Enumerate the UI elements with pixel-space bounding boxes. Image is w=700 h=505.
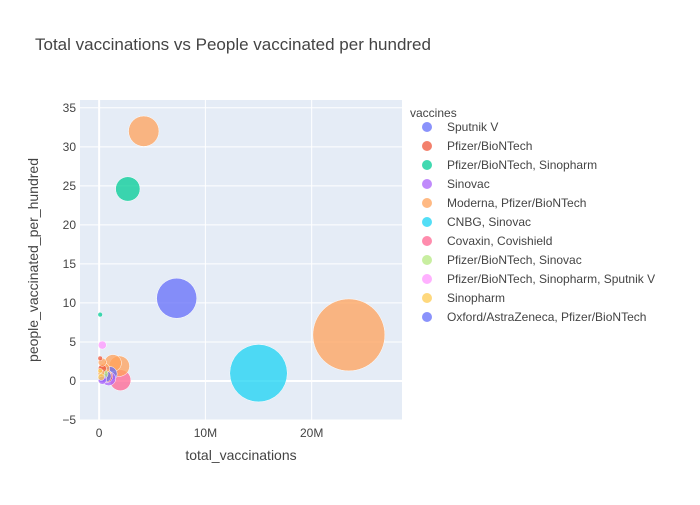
legend-marker xyxy=(422,160,432,170)
x-axis-ticks: 0 10M 20M xyxy=(96,426,324,440)
legend-title: vaccines xyxy=(410,106,457,120)
data-point xyxy=(229,344,288,403)
legend-label: Covaxin, Covishield xyxy=(447,234,552,248)
y-tick-label: 10 xyxy=(63,296,77,310)
y-tick-label: 5 xyxy=(69,335,76,349)
legend-item[interactable]: Pfizer/BioNTech, Sinovac xyxy=(422,253,582,267)
legend[interactable]: Sputnik V Pfizer/BioNTech Pfizer/BioNTech,… xyxy=(422,120,655,324)
legend-item[interactable]: Sputnik V xyxy=(422,120,498,134)
legend-item[interactable]: Moderna, Pfizer/BioNTech xyxy=(422,196,586,210)
data-point xyxy=(97,368,103,374)
x-tick-label: 20M xyxy=(300,426,323,440)
legend-marker xyxy=(422,236,432,246)
data-point xyxy=(156,277,198,319)
legend-item[interactable]: Covaxin, Covishield xyxy=(422,234,552,248)
y-tick-label: 0 xyxy=(69,374,76,388)
legend-item[interactable]: Pfizer/BioNTech xyxy=(422,139,532,153)
legend-item[interactable]: Oxford/AstraZeneca, Pfizer/BioNTech xyxy=(422,310,646,324)
data-point xyxy=(97,312,103,318)
legend-label: Sputnik V xyxy=(447,120,498,134)
data-point xyxy=(312,298,386,372)
y-tick-label: 35 xyxy=(63,101,77,115)
legend-marker xyxy=(422,255,432,265)
legend-marker xyxy=(422,122,432,132)
legend-marker xyxy=(422,198,432,208)
data-point xyxy=(128,115,160,147)
y-tick-label: 15 xyxy=(63,257,77,271)
legend-marker xyxy=(422,179,432,189)
legend-item[interactable]: Sinopharm xyxy=(422,291,505,305)
data-point xyxy=(97,355,103,361)
legend-marker xyxy=(422,274,432,284)
y-tick-label: −5 xyxy=(62,413,76,427)
y-tick-label: 25 xyxy=(63,179,77,193)
y-tick-label: 20 xyxy=(63,218,77,232)
data-point xyxy=(97,340,107,350)
data-point xyxy=(115,176,141,202)
legend-marker xyxy=(422,141,432,151)
legend-marker xyxy=(422,217,432,227)
x-tick-label: 10M xyxy=(194,426,217,440)
legend-item[interactable]: Pfizer/BioNTech, Sinopharm xyxy=(422,158,597,172)
legend-label: Pfizer/BioNTech xyxy=(447,139,532,153)
data-point xyxy=(97,373,105,381)
legend-label: CNBG, Sinovac xyxy=(447,215,531,229)
data-markers xyxy=(97,115,386,403)
x-axis-label: total_vaccinations xyxy=(185,447,296,463)
legend-label: Pfizer/BioNTech, Sinopharm, Sputnik V xyxy=(447,272,655,286)
legend-item[interactable]: CNBG, Sinovac xyxy=(422,215,531,229)
chart-title: Total vaccinations vs People vaccinated … xyxy=(35,35,431,54)
y-axis-label: people_vaccinated_per_hundred xyxy=(25,158,41,362)
legend-label: Moderna, Pfizer/BioNTech xyxy=(447,196,586,210)
x-tick-label: 0 xyxy=(96,426,103,440)
legend-item[interactable]: Pfizer/BioNTech, Sinopharm, Sputnik V xyxy=(422,272,655,286)
legend-item[interactable]: Sinovac xyxy=(422,177,490,191)
legend-marker xyxy=(422,293,432,303)
legend-label: Sinovac xyxy=(447,177,490,191)
legend-label: Oxford/AstraZeneca, Pfizer/BioNTech xyxy=(447,310,646,324)
legend-label: Sinopharm xyxy=(447,291,505,305)
legend-marker xyxy=(422,312,432,322)
legend-label: Pfizer/BioNTech, Sinopharm xyxy=(447,158,597,172)
y-tick-label: 30 xyxy=(63,140,77,154)
y-axis-ticks: −5 0 5 10 15 20 25 30 35 xyxy=(62,101,76,427)
legend-label: Pfizer/BioNTech, Sinovac xyxy=(447,253,582,267)
